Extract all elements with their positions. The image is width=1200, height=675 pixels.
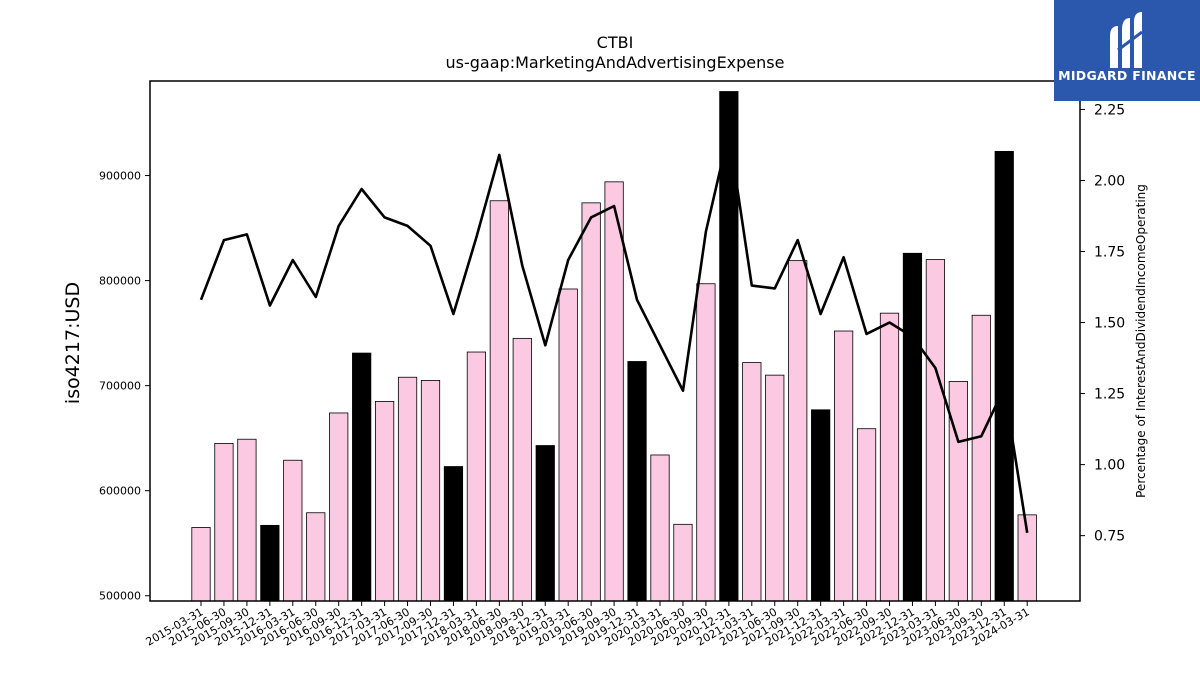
bar-2016-03-31 — [283, 459, 303, 602]
bar-2015-12-31 — [260, 524, 280, 602]
bar-2023-09-30 — [971, 314, 991, 602]
ratio-line — [199, 130, 1029, 534]
bar-2018-12-31 — [535, 445, 555, 602]
bar-2023-12-31 — [994, 150, 1014, 602]
bar-2019-09-30 — [604, 181, 624, 602]
brand-name: MIDGARD FINANCE — [1058, 68, 1196, 83]
bar-2021-03-31 — [742, 362, 762, 602]
bar-2016-09-30 — [329, 412, 349, 602]
axes-layer: 500000 600000 700000 800000 900000 0.75 1.00 1.… — [99, 102, 1125, 648]
chart-title: CTBI — [597, 33, 634, 52]
bar-2020-03-31 — [650, 454, 670, 602]
y-tick-label: 500000 — [99, 590, 141, 603]
y2-tick-label: 1.25 — [1094, 387, 1125, 403]
y2-tick-label: 2.25 — [1094, 102, 1125, 118]
y2-tick-label: 2.00 — [1094, 173, 1125, 189]
bar-2022-09-30 — [879, 312, 900, 602]
bar-2020-06-30 — [673, 523, 693, 602]
y-tick-label: 800000 — [99, 275, 141, 288]
y-tick-label: 900000 — [99, 170, 141, 183]
y2-tick-label: 1.75 — [1094, 244, 1125, 260]
bar-2023-03-31 — [925, 259, 946, 602]
bar-2018-03-31 — [466, 351, 487, 602]
plot-frame — [149, 80, 1081, 602]
y2-tick-label: 0.75 — [1094, 529, 1125, 545]
y-tick-label: 700000 — [99, 380, 141, 393]
bar-2017-12-31 — [443, 466, 464, 602]
bar-2022-06-30 — [856, 428, 877, 602]
bar-2019-12-31 — [627, 361, 647, 602]
bar-2016-12-31 — [352, 352, 372, 602]
y2-tick-label: 1.50 — [1094, 316, 1125, 332]
bar-2021-12-31 — [811, 409, 831, 602]
bar-2022-03-31 — [834, 330, 854, 602]
bar-2019-03-31 — [558, 288, 578, 602]
bar-2015-03-31 — [191, 527, 211, 602]
bars-layer — [191, 91, 1037, 602]
midgard-logo-icon — [1110, 12, 1143, 68]
line-layer — [199, 130, 1029, 534]
bar-2018-09-30 — [512, 337, 532, 602]
bar-2016-06-30 — [306, 512, 326, 602]
brand-logo: MIDGARD FINANCE — [1054, 0, 1200, 101]
bar-2020-09-30 — [696, 283, 716, 602]
y-tick-label: 600000 — [99, 485, 141, 498]
bar-2021-06-30 — [765, 374, 785, 602]
bar-2019-06-30 — [581, 202, 601, 602]
bar-2018-06-30 — [489, 200, 509, 602]
chart-subtitle: us-gaap:MarketingAndAdvertisingExpense — [446, 53, 785, 72]
y-axis-label: iso4217:USD — [62, 282, 84, 404]
bar-2015-09-30 — [237, 438, 257, 602]
bar-2017-06-30 — [397, 376, 418, 602]
bar-2017-03-31 — [374, 401, 395, 602]
bar-2015-06-30 — [214, 443, 234, 602]
y2-tick-label: 1.00 — [1094, 458, 1125, 474]
bar-2022-12-31 — [902, 252, 923, 602]
bar-2023-06-30 — [948, 381, 968, 602]
bar-2017-09-30 — [420, 379, 441, 602]
y2-axis-label: Percentage of InterestAndDividendIncomeO… — [1134, 184, 1148, 498]
bar-2021-09-30 — [788, 260, 808, 602]
